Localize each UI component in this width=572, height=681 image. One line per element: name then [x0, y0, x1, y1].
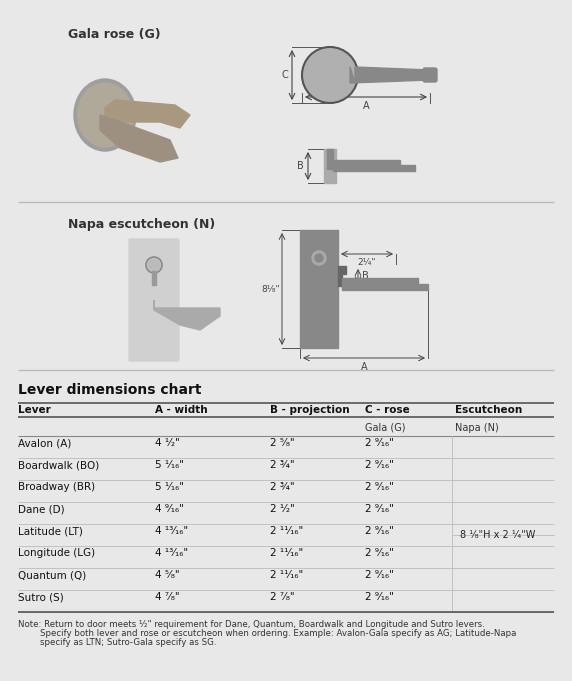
Text: 5 ¹⁄₁₆": 5 ¹⁄₁₆" — [155, 482, 184, 492]
Polygon shape — [338, 266, 346, 286]
Text: Broadway (BR): Broadway (BR) — [18, 482, 95, 492]
Text: 4 ⁷⁄₈": 4 ⁷⁄₈" — [155, 592, 180, 602]
Polygon shape — [327, 149, 333, 169]
Polygon shape — [350, 67, 430, 83]
Text: 2 ¹¹⁄₁₆": 2 ¹¹⁄₁₆" — [270, 526, 303, 536]
Text: 2 ⁹⁄₁₆": 2 ⁹⁄₁₆" — [365, 438, 394, 448]
FancyBboxPatch shape — [129, 239, 179, 361]
Text: 2 ¹¹⁄₁₆": 2 ¹¹⁄₁₆" — [270, 548, 303, 558]
Polygon shape — [152, 271, 156, 285]
Text: 4 ⁵⁄₈": 4 ⁵⁄₈" — [155, 570, 180, 580]
Text: Gala rose (G): Gala rose (G) — [68, 28, 161, 41]
Text: Dane (D): Dane (D) — [18, 504, 65, 514]
Text: Latitude (LT): Latitude (LT) — [18, 526, 83, 536]
Text: C: C — [281, 70, 288, 80]
Text: Boardwalk (BO): Boardwalk (BO) — [18, 460, 100, 470]
Text: A: A — [361, 362, 367, 372]
Text: Escutcheon: Escutcheon — [455, 405, 522, 415]
Circle shape — [148, 259, 160, 271]
Text: 8 ¹⁄₈"H x 2 ¹⁄₄"W: 8 ¹⁄₈"H x 2 ¹⁄₄"W — [460, 530, 535, 540]
Ellipse shape — [74, 79, 136, 151]
Polygon shape — [154, 300, 220, 330]
Text: 8¹⁄₈": 8¹⁄₈" — [261, 285, 280, 294]
Text: Specify both lever and rose or escutcheon when ordering. Example: Avalon-Gala sp: Specify both lever and rose or escutcheo… — [18, 629, 517, 638]
Text: Quantum (Q): Quantum (Q) — [18, 570, 86, 580]
Text: B: B — [362, 271, 369, 281]
Text: specify as LTN; Sutro-Gala specify as SG.: specify as LTN; Sutro-Gala specify as SG… — [18, 638, 216, 647]
Text: B: B — [297, 161, 304, 171]
Text: 2¹⁄₄": 2¹⁄₄" — [358, 258, 376, 267]
Text: 4 ¹⁄₂": 4 ¹⁄₂" — [155, 438, 180, 448]
Text: 2 ⁹⁄₁₆": 2 ⁹⁄₁₆" — [365, 482, 394, 492]
Polygon shape — [324, 149, 336, 183]
Ellipse shape — [77, 83, 133, 147]
Text: 4 ¹³⁄₁₆": 4 ¹³⁄₁₆" — [155, 526, 188, 536]
Text: 2 ⁹⁄₁₆": 2 ⁹⁄₁₆" — [365, 526, 394, 536]
Circle shape — [315, 254, 323, 262]
Text: Longitude (LG): Longitude (LG) — [18, 548, 95, 558]
Text: Lever dimensions chart: Lever dimensions chart — [18, 383, 201, 397]
Text: 2 ¾": 2 ¾" — [270, 482, 295, 492]
Text: 2 ¹⁄₂": 2 ¹⁄₂" — [270, 504, 295, 514]
Polygon shape — [300, 230, 338, 348]
Text: 5 ¹⁄₁₆": 5 ¹⁄₁₆" — [155, 460, 184, 470]
Text: 4 ¹³⁄₁₆": 4 ¹³⁄₁₆" — [155, 548, 188, 558]
Text: B - projection: B - projection — [270, 405, 349, 415]
Text: A: A — [363, 101, 370, 111]
Polygon shape — [100, 115, 178, 162]
Text: 2 ⁹⁄₁₆": 2 ⁹⁄₁₆" — [365, 548, 394, 558]
Circle shape — [302, 47, 358, 103]
Text: 2 ⁹⁄₁₆": 2 ⁹⁄₁₆" — [365, 592, 394, 602]
Text: 2 ⁹⁄₁₆": 2 ⁹⁄₁₆" — [365, 504, 394, 514]
Text: 2 ⁹⁄₁₆": 2 ⁹⁄₁₆" — [365, 570, 394, 580]
Polygon shape — [333, 160, 415, 171]
Text: 2 ¾": 2 ¾" — [270, 460, 295, 470]
Text: 2 ¹¹⁄₁₆": 2 ¹¹⁄₁₆" — [270, 570, 303, 580]
Polygon shape — [105, 100, 190, 128]
Circle shape — [312, 251, 326, 265]
Text: C - rose: C - rose — [365, 405, 410, 415]
Text: 2 ⁵⁄₈": 2 ⁵⁄₈" — [270, 438, 295, 448]
Text: 4 ⁹⁄₁₆": 4 ⁹⁄₁₆" — [155, 504, 184, 514]
Text: Gala (G): Gala (G) — [365, 423, 406, 433]
Text: Lever: Lever — [18, 405, 51, 415]
Text: Note: Return to door meets ¹⁄₂" requirement for Dane, Quantum, Boardwalk and Lon: Note: Return to door meets ¹⁄₂" requirem… — [18, 620, 484, 629]
Text: Sutro (S): Sutro (S) — [18, 592, 63, 602]
Text: Avalon (A): Avalon (A) — [18, 438, 72, 448]
Text: Napa (N): Napa (N) — [455, 423, 499, 433]
Text: 2 ⁹⁄₁₆": 2 ⁹⁄₁₆" — [365, 460, 394, 470]
Text: Napa escutcheon (N): Napa escutcheon (N) — [68, 218, 215, 231]
Polygon shape — [342, 278, 428, 290]
Text: 2 ⁷⁄₈": 2 ⁷⁄₈" — [270, 592, 295, 602]
FancyBboxPatch shape — [423, 68, 437, 82]
Text: A - width: A - width — [155, 405, 208, 415]
